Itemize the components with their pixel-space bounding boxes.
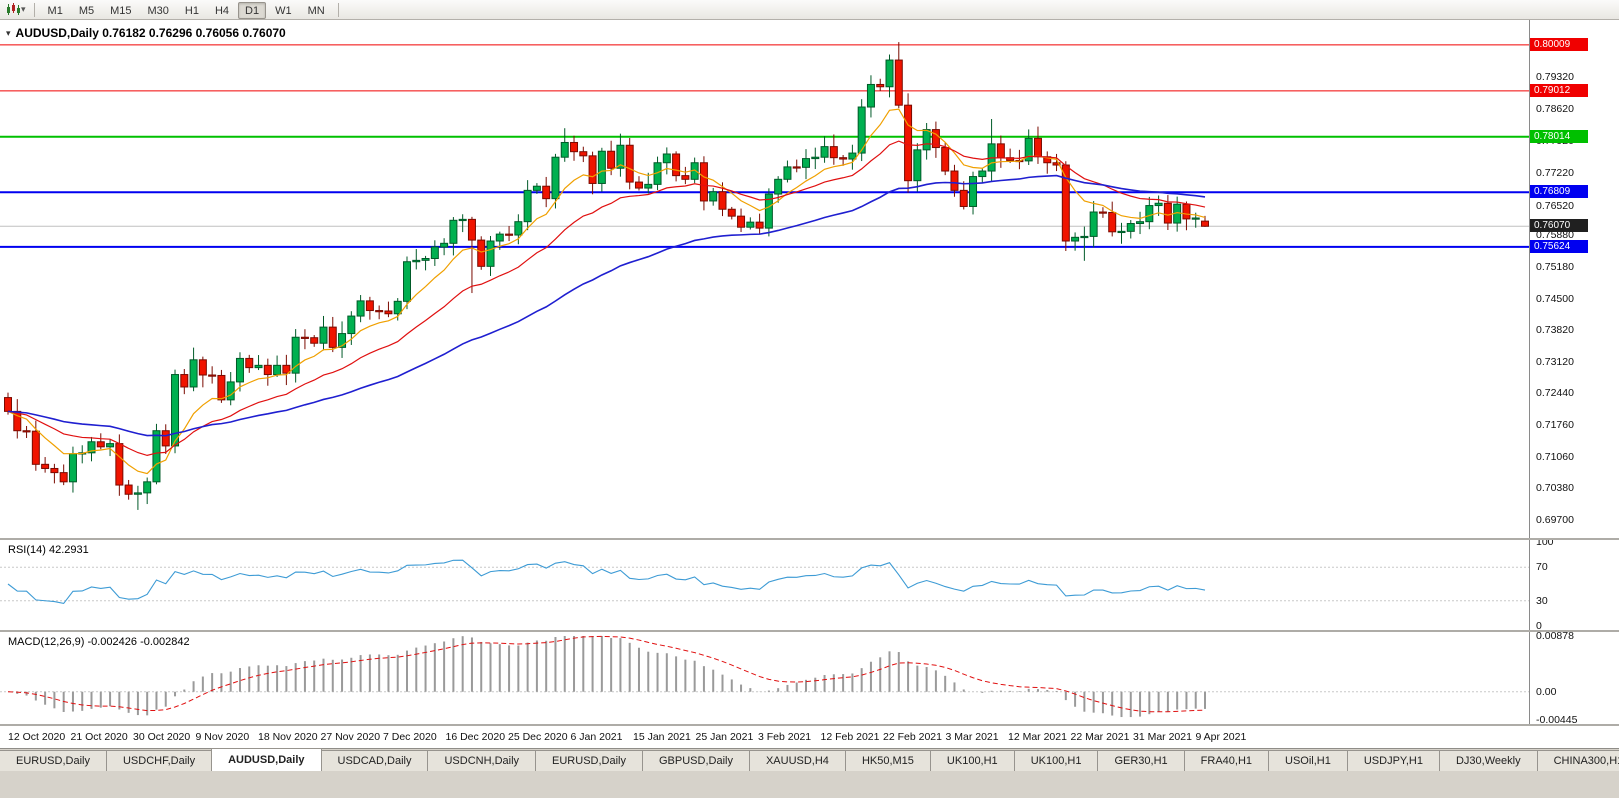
- timeframe-button-d1[interactable]: D1: [238, 1, 267, 19]
- date-label: 15 Jan 2021: [633, 731, 691, 743]
- chart-tab-eurusd-daily[interactable]: EURUSD,Daily: [0, 750, 107, 771]
- date-label: 22 Mar 2021: [1070, 731, 1130, 743]
- rsi-indicator-label: RSI(14) 42.2931: [8, 544, 89, 556]
- price-level-flag: 0.76809: [1530, 185, 1588, 199]
- price-level-flag: 0.79012: [1530, 83, 1588, 97]
- price-tick: 0.73820: [1536, 323, 1574, 336]
- price-tick: 0.71760: [1536, 418, 1574, 431]
- chart-area[interactable]: ▾ AUDUSD,Daily 0.76182 0.76296 0.76056 0…: [0, 20, 1619, 748]
- rsi-tick: 0: [1536, 620, 1542, 632]
- rsi-panel-canvas[interactable]: [0, 540, 1529, 630]
- date-label: 30 Oct 2020: [133, 731, 191, 743]
- price-axis[interactable]: 0.793200.786200.779200.772200.765200.758…: [1529, 20, 1619, 726]
- timeframe-button-m15[interactable]: M15: [110, 4, 132, 17]
- price-tick: 0.75180: [1536, 261, 1574, 274]
- panel-separator: [0, 724, 1619, 726]
- chart-tab-xauusd-h4[interactable]: XAUUSD,H4: [748, 750, 846, 771]
- date-label: 12 Oct 2020: [8, 731, 66, 743]
- chart-tab-fra40-h1[interactable]: FRA40,H1: [1183, 750, 1270, 771]
- rsi-tick: 30: [1536, 594, 1548, 607]
- panel-separator[interactable]: [0, 630, 1619, 632]
- price-tick: 0.78620: [1536, 102, 1574, 115]
- chart-tab-dj30-weekly[interactable]: DJ30,Weekly: [1438, 750, 1538, 771]
- dropdown-arrow-icon[interactable]: ▾: [21, 4, 26, 14]
- timeframe-button-group: M1 M5 M15 M30 H1 H4 D1 W1 MN: [40, 1, 333, 19]
- ohlc-title-text: AUDUSD,Daily 0.76182 0.76296 0.76056 0.7…: [15, 26, 286, 40]
- date-label: 3 Feb 2021: [758, 731, 812, 743]
- price-tick: 0.71060: [1536, 450, 1574, 463]
- chart-tab-china300-h1[interactable]: CHINA300,H1: [1536, 750, 1619, 771]
- chart-tab-bar: EURUSD,Daily USDCHF,Daily AUDUSD,Daily USDC…: [0, 748, 1619, 771]
- macd-tick: 0.00878: [1536, 630, 1574, 642]
- date-label: 25 Jan 2021: [695, 731, 754, 743]
- chart-tab-usdcnh-daily[interactable]: USDCNH,Daily: [427, 750, 537, 771]
- rsi-tick: 70: [1536, 561, 1548, 574]
- date-label: 9 Nov 2020: [195, 731, 250, 743]
- chart-tab-usdchf-daily[interactable]: USDCHF,Daily: [105, 750, 213, 771]
- date-label: 6 Jan 2021: [570, 731, 623, 743]
- price-tick: 0.70380: [1536, 482, 1574, 495]
- price-tick: 0.69700: [1536, 513, 1574, 526]
- timeframe-button-m5[interactable]: M5: [78, 4, 95, 17]
- date-label: 12 Mar 2021: [1008, 731, 1067, 743]
- date-label: 9 Apr 2021: [1195, 731, 1247, 743]
- date-label: 25 Dec 2020: [508, 731, 568, 743]
- chart-tab-uk100-h1[interactable]: UK100,H1: [1013, 750, 1099, 771]
- price-tick: 0.74500: [1536, 292, 1574, 305]
- chart-tab-usdjpy-h1[interactable]: USDJPY,H1: [1346, 750, 1440, 771]
- date-label: 3 Mar 2021: [945, 731, 999, 743]
- macd-tick: -0.00445: [1536, 714, 1578, 726]
- timeframe-button-h4[interactable]: H4: [214, 4, 230, 17]
- chart-tab-audusd-daily[interactable]: AUDUSD,Daily: [211, 748, 322, 771]
- panel-separator[interactable]: [0, 538, 1619, 540]
- timeframe-button-h1[interactable]: H1: [184, 4, 199, 17]
- price-tick: 0.76520: [1536, 199, 1574, 212]
- macd-indicator-label: MACD(12,26,9) -0.002426 -0.002842: [8, 636, 190, 648]
- timeframe-button-w1[interactable]: W1: [275, 4, 292, 17]
- chart-ohlc-title: ▾ AUDUSD,Daily 0.76182 0.76296 0.76056 0…: [6, 26, 286, 40]
- chart-tab-uk100-h1[interactable]: UK100,H1: [929, 750, 1015, 771]
- toolbar-separator: [337, 2, 339, 17]
- price-tick: 0.73120: [1536, 356, 1574, 369]
- price-tick: 0.79320: [1536, 70, 1574, 83]
- timeframe-button-m30[interactable]: M30: [147, 4, 169, 17]
- chart-tab-ger30-h1[interactable]: GER30,H1: [1097, 750, 1185, 771]
- chart-tab-eurusd-daily[interactable]: EURUSD,Daily: [535, 750, 643, 771]
- toolbar: ▾ M1 M5 M15 M30 H1 H4 D1 W1 MN: [0, 0, 1619, 20]
- macd-panel-canvas[interactable]: [0, 632, 1529, 724]
- price-tick: 0.77220: [1536, 167, 1574, 180]
- timeframe-button-mn[interactable]: MN: [307, 4, 325, 17]
- toolbar-separator: [33, 2, 35, 17]
- chart-tab-usoil-h1[interactable]: USOil,H1: [1268, 750, 1348, 771]
- price-level-flag: 0.75624: [1530, 239, 1588, 253]
- date-label: 22 Feb 2021: [883, 731, 942, 743]
- date-label: 31 Mar 2021: [1133, 731, 1192, 743]
- price-level-flag: 0.78014: [1530, 129, 1588, 143]
- date-label: 12 Feb 2021: [820, 731, 880, 743]
- chart-tab-usdcad-daily[interactable]: USDCAD,Daily: [320, 750, 429, 771]
- price-tick: 0.72440: [1536, 387, 1574, 400]
- date-label: 27 Nov 2020: [320, 731, 381, 743]
- main-chart-canvas[interactable]: [0, 20, 1529, 538]
- symbol-dropdown-icon[interactable]: ▾: [6, 27, 11, 38]
- window-bottom-strip: [0, 771, 1619, 798]
- price-level-flag: 0.80009: [1530, 37, 1588, 51]
- date-label: 16 Dec 2020: [445, 731, 506, 743]
- time-axis[interactable]: 12 Oct 2020 21 Oct 2020 30 Oct 2020 9 Nov 2…: [0, 726, 1619, 748]
- chart-tab-gbpusd-daily[interactable]: GBPUSD,Daily: [642, 750, 750, 771]
- current-price-flag: 0.76070: [1530, 219, 1588, 233]
- date-label: 18 Nov 2020: [258, 731, 318, 743]
- timeframe-button-m1[interactable]: M1: [47, 4, 63, 17]
- macd-tick: 0.00: [1536, 685, 1557, 698]
- date-label: 21 Oct 2020: [70, 731, 128, 743]
- chart-type-icon[interactable]: [3, 1, 23, 18]
- date-label: 7 Dec 2020: [383, 731, 437, 743]
- chart-tab-hk50-m15[interactable]: HK50,M15: [844, 750, 931, 771]
